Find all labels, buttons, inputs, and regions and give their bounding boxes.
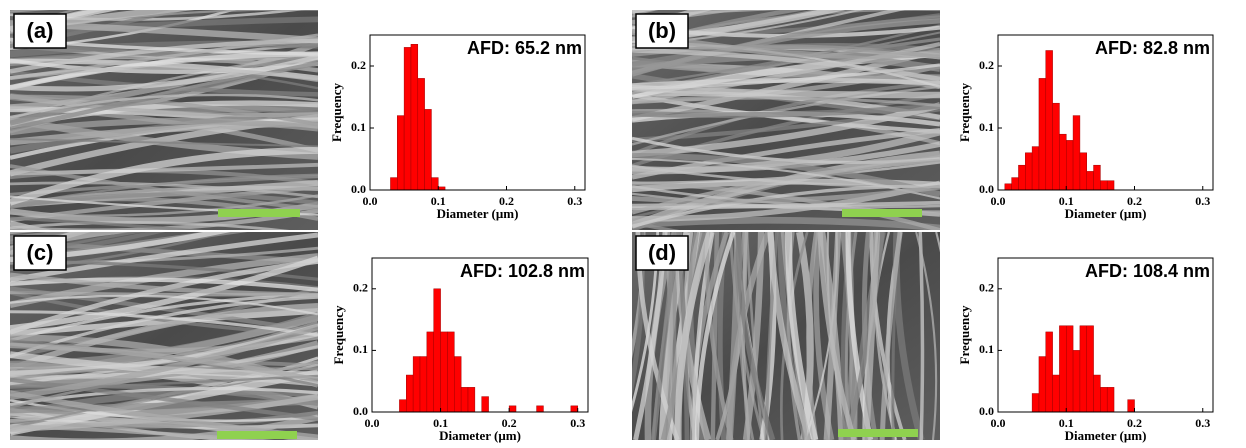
histogram-bar [1107,387,1114,412]
x-tick-label: 0.0 [365,416,380,430]
histogram-bar [399,400,406,412]
histogram-bar [1005,184,1012,190]
histogram-bar [431,178,438,190]
histogram-bar [425,109,432,190]
x-tick-label: 0.3 [570,416,585,430]
y-tick-label: 0.1 [351,120,366,134]
histogram-bar [1066,326,1073,412]
histogram-bar [1066,140,1073,190]
annotation: AFD: 102.8 nm [460,261,585,281]
panel-label: (c) [27,240,54,265]
histogram-bar [537,406,544,412]
histogram-bar [1100,181,1107,190]
x-tick-label: 0.3 [1195,194,1210,208]
histogram-bar [447,332,454,412]
histogram-bar [441,332,448,412]
histogram-bar [1094,375,1101,412]
histogram-bar [404,47,411,190]
x-tick-label: 0.0 [991,194,1006,208]
histogram-bar [1018,165,1025,190]
y-tick-label: 0.1 [979,342,994,356]
histogram-bar [1053,375,1060,412]
y-tick-label: 0.0 [353,404,368,418]
x-axis-label: Diameter (μm) [437,206,519,221]
annotation: AFD: 65.2 nm [467,38,582,58]
histogram-bar [411,44,418,190]
histogram-bar [1059,134,1066,190]
histogram-bar [1100,387,1107,412]
x-tick-label: 0.3 [1195,416,1210,430]
annotation: AFD: 108.4 nm [1085,261,1210,281]
x-tick-label: 0.0 [363,194,378,208]
histogram-bar [1012,178,1019,190]
y-tick-label: 0.0 [351,182,366,196]
histogram-bar [1094,165,1101,190]
x-axis-label: Diameter (μm) [1065,428,1147,443]
y-tick-label: 0.2 [353,281,368,295]
x-tick-label: 0.3 [567,194,582,208]
histogram-bar [1073,116,1080,190]
histogram-bar [413,357,420,412]
panel-label: (b) [648,18,676,43]
y-tick-label: 0.2 [979,281,994,295]
y-axis-label: Frequency [331,305,346,364]
histogram-bar [1032,147,1039,190]
histogram-bar [454,357,461,412]
y-axis-label: Frequency [329,83,344,142]
x-axis-label: Diameter (μm) [1065,206,1147,221]
panel-label: (a) [27,18,54,43]
annotation: AFD: 82.8 nm [1095,38,1210,58]
histogram-bar [509,406,516,412]
histogram-bar [482,397,489,412]
y-axis-label: Frequency [957,83,972,142]
histogram-bar [1039,357,1046,412]
y-tick-label: 0.1 [979,120,994,134]
panel-label: (d) [648,240,676,265]
histogram-bar [1059,326,1066,412]
histogram-bar [571,406,578,412]
fiber [632,0,940,10]
y-tick-label: 0.2 [979,58,994,72]
histogram-bar [1032,394,1039,412]
histogram-bar [434,289,441,412]
histogram-bar [427,332,434,412]
histogram-bar [1039,78,1046,190]
histogram-bar [1080,326,1087,412]
histogram-bar [1046,332,1053,412]
x-axis-label: Diameter (μm) [439,428,521,443]
figure: (a) 0.0 0.1 0.2 0.3 0.0 0.1 0.2 Diameter (μm) Fre… [0,0,1246,448]
y-tick-label: 0.1 [353,342,368,356]
histogram-bar [406,375,413,412]
histogram-bar [1046,51,1053,191]
histogram-bar [1053,103,1060,190]
histogram-bar [420,357,427,412]
histogram-bar [1128,400,1135,412]
plot-frame [372,258,588,412]
histogram-bar [390,178,397,190]
y-tick-label: 0.0 [979,404,994,418]
fiber [10,0,318,12]
y-tick-label: 0.2 [351,58,366,72]
y-tick-label: 0.0 [979,182,994,196]
histogram-bar [1073,350,1080,412]
x-tick-label: 0.0 [991,416,1006,430]
histogram-bar [1087,171,1094,190]
histogram-bar [418,78,425,190]
histogram-bar [461,387,468,412]
histogram-bar [1080,153,1087,190]
histogram-bar [1107,181,1114,190]
histogram-bar [1025,153,1032,190]
histogram-bar [397,116,404,190]
histogram-bar [468,387,475,412]
y-axis-label: Frequency [957,305,972,364]
histogram-bar [1087,326,1094,412]
